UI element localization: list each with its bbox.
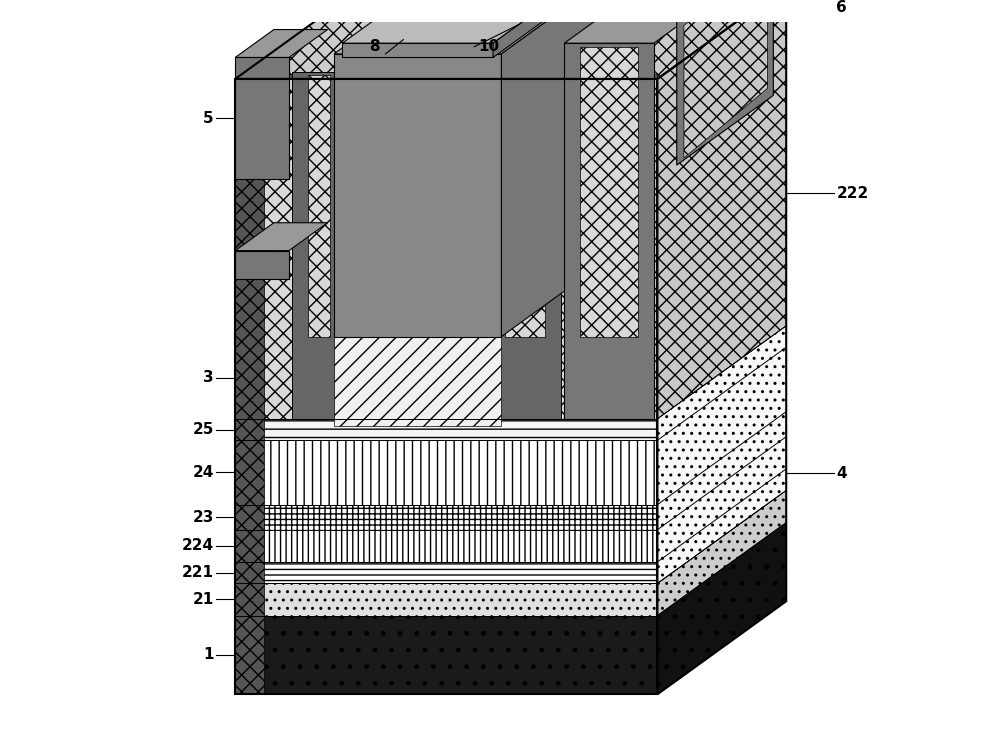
- Polygon shape: [564, 0, 718, 43]
- Text: 21: 21: [193, 592, 214, 607]
- Polygon shape: [235, 73, 657, 79]
- Polygon shape: [501, 0, 630, 337]
- Text: 8: 8: [369, 39, 380, 54]
- Polygon shape: [334, 3, 572, 54]
- Polygon shape: [235, 616, 657, 694]
- Polygon shape: [235, 505, 657, 530]
- Polygon shape: [235, 0, 786, 79]
- Polygon shape: [493, 0, 622, 58]
- Polygon shape: [657, 0, 786, 419]
- Polygon shape: [235, 530, 657, 562]
- Text: 25: 25: [192, 422, 214, 437]
- Polygon shape: [657, 326, 786, 583]
- Polygon shape: [235, 440, 657, 505]
- Polygon shape: [657, 469, 786, 583]
- Text: 1: 1: [203, 648, 214, 662]
- Polygon shape: [334, 337, 501, 426]
- Polygon shape: [292, 72, 346, 419]
- Polygon shape: [235, 583, 657, 616]
- Polygon shape: [657, 347, 786, 505]
- Text: 10: 10: [478, 39, 499, 54]
- Text: 6: 6: [836, 0, 847, 15]
- Polygon shape: [657, 326, 786, 440]
- Text: 3: 3: [203, 370, 214, 385]
- Polygon shape: [235, 251, 289, 279]
- Polygon shape: [235, 223, 328, 251]
- Text: 221: 221: [182, 565, 214, 580]
- Polygon shape: [657, 437, 786, 562]
- Polygon shape: [342, 1, 551, 43]
- Polygon shape: [235, 79, 657, 419]
- Text: 4: 4: [836, 465, 847, 481]
- Text: 5: 5: [203, 111, 214, 126]
- Text: 23: 23: [192, 510, 214, 525]
- Polygon shape: [235, 419, 657, 440]
- Polygon shape: [489, 72, 561, 419]
- Polygon shape: [235, 79, 264, 694]
- Text: 224: 224: [182, 538, 214, 554]
- Polygon shape: [235, 30, 328, 58]
- Text: 24: 24: [192, 465, 214, 480]
- Polygon shape: [657, 0, 786, 419]
- Polygon shape: [657, 411, 786, 530]
- Polygon shape: [342, 43, 493, 58]
- Polygon shape: [657, 491, 786, 616]
- Polygon shape: [564, 43, 654, 419]
- Polygon shape: [684, 0, 768, 158]
- Polygon shape: [334, 54, 501, 337]
- Polygon shape: [235, 58, 289, 179]
- Polygon shape: [235, 562, 657, 583]
- Polygon shape: [308, 75, 330, 337]
- Polygon shape: [657, 522, 786, 694]
- Polygon shape: [580, 47, 638, 337]
- Text: 222: 222: [836, 186, 869, 201]
- Polygon shape: [505, 75, 545, 337]
- Polygon shape: [677, 0, 773, 165]
